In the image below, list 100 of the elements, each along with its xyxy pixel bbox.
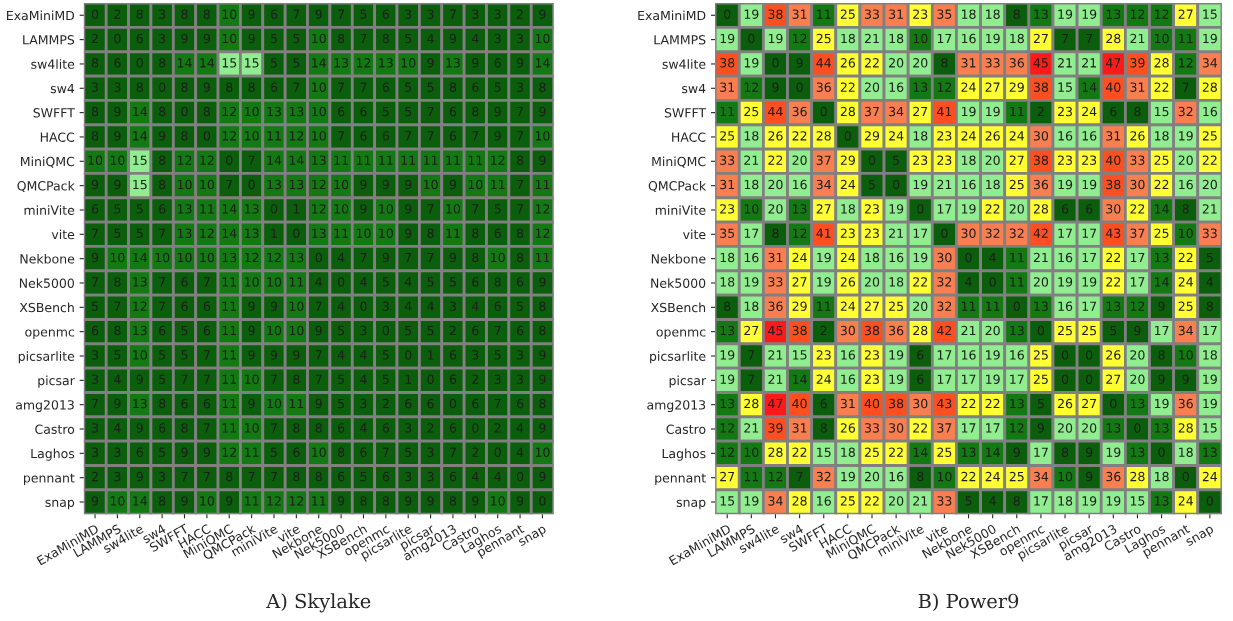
data-label: 5 [1110, 325, 1117, 336]
y-tick-label: Castro [666, 424, 706, 434]
data-label: 10 [1179, 350, 1193, 360]
data-label: 12 [356, 58, 371, 68]
data-label: 28 [1130, 471, 1145, 482]
data-label: 10 [535, 131, 550, 141]
data-label: 14 [222, 228, 237, 238]
data-label: 6 [494, 58, 501, 68]
data-label: 8 [136, 9, 143, 19]
data-label: 16 [841, 374, 856, 384]
data-label: 42 [1033, 228, 1048, 238]
data-label: 19 [744, 496, 759, 506]
data-label: 3 [494, 9, 501, 19]
data-label: 5 [270, 58, 277, 68]
y-tick-label: snap [676, 499, 706, 510]
data-label: 24 [1082, 106, 1097, 117]
data-label: 8 [1134, 106, 1141, 117]
data-label: 7 [271, 423, 277, 433]
data-label: 17 [1154, 325, 1169, 336]
data-label: 19 [1082, 9, 1097, 19]
data-label: 5 [494, 350, 501, 360]
data-label: 5 [114, 228, 121, 238]
data-label: 7 [315, 350, 322, 360]
data-label: 22 [985, 398, 1000, 409]
data-label: 4 [471, 33, 479, 44]
data-label: 13 [1154, 423, 1169, 433]
data-label: 16 [889, 82, 904, 92]
y-tick-label: Nekbone [651, 253, 706, 264]
data-label: 11 [267, 131, 281, 141]
data-label: 40 [1105, 82, 1121, 92]
data-label: 24 [961, 131, 976, 141]
data-label: 25 [1154, 228, 1169, 238]
data-label: 17 [937, 33, 952, 44]
data-label: 9 [472, 496, 479, 506]
data-label: 12 [793, 33, 807, 44]
data-label: 9 [382, 252, 389, 263]
data-label: 5 [382, 374, 389, 384]
data-label: 8 [203, 106, 210, 117]
data-label: 16 [961, 179, 976, 190]
data-label: 24 [1009, 131, 1025, 141]
data-label: 29 [1009, 82, 1024, 92]
data-label: 29 [792, 301, 807, 311]
data-label: 13 [1154, 496, 1169, 506]
data-label: 23 [937, 131, 952, 141]
data-label: 1 [271, 228, 277, 238]
data-label: 28 [913, 325, 928, 336]
data-label: 7 [494, 325, 501, 336]
data-label: 8 [1158, 350, 1165, 360]
data-label: 14 [793, 374, 807, 384]
data-label: 23 [1058, 155, 1072, 165]
data-label: 13 [222, 252, 237, 263]
data-label: 27 [1082, 398, 1097, 409]
data-label: 26 [1058, 398, 1073, 409]
data-label: 25 [889, 301, 903, 311]
y-tick-label: Nek5000 [651, 278, 706, 288]
data-label: 22 [1154, 82, 1169, 92]
data-label: 22 [792, 447, 807, 457]
data-label: 27 [1033, 33, 1048, 44]
data-label: 8 [1182, 204, 1189, 214]
data-label: 15 [1130, 496, 1145, 506]
data-label: 6 [449, 374, 457, 384]
data-label: 10 [491, 252, 505, 263]
data-label: 13 [1203, 447, 1217, 457]
data-label: 6 [360, 131, 367, 141]
data-label: 8 [181, 131, 188, 141]
data-label: 19 [1154, 398, 1169, 409]
data-label: 2 [820, 325, 827, 336]
data-label: 38 [768, 9, 783, 19]
data-label: 6 [338, 471, 345, 482]
data-label: 5 [338, 399, 344, 409]
data-label: 11 [222, 301, 237, 311]
data-label: 10 [245, 374, 259, 384]
data-label: 11 [289, 399, 304, 409]
data-label: 34 [1178, 325, 1193, 336]
data-label: 4 [404, 301, 412, 311]
data-label: 22 [985, 204, 1000, 214]
data-label: 32 [1009, 228, 1024, 238]
data-label: 3 [517, 350, 524, 360]
data-label: 24 [840, 179, 856, 190]
data-label: 5 [405, 106, 412, 117]
data-label: 13 [379, 58, 393, 68]
data-label: 27 [792, 277, 807, 287]
data-label: 10 [312, 106, 326, 117]
data-label: 7 [427, 252, 434, 263]
data-label: 7 [159, 228, 166, 238]
data-label: 5 [1037, 399, 1044, 409]
data-label: 36 [768, 301, 783, 311]
data-label: 9 [203, 447, 210, 457]
data-label: 6 [293, 447, 300, 457]
data-label: 3 [494, 374, 501, 384]
data-label: 13 [793, 204, 807, 214]
data-label: 7 [748, 350, 755, 360]
data-label: 6 [181, 301, 188, 311]
data-label: 8 [382, 33, 389, 44]
data-label: 19 [1058, 9, 1073, 19]
data-label: 9 [91, 179, 99, 190]
data-label: 11 [491, 179, 505, 190]
data-label: 19 [986, 33, 1000, 44]
data-label: 10 [468, 179, 483, 190]
data-label: 21 [768, 374, 783, 384]
